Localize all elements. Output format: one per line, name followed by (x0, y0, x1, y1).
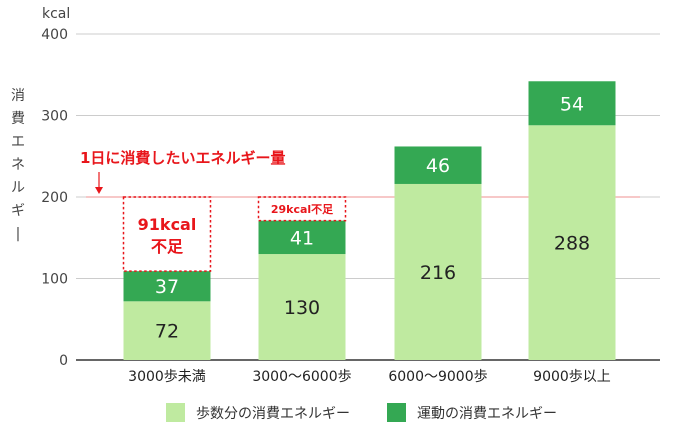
bar-exercise-segment (258, 220, 346, 255)
bar-exercise-segment (123, 271, 211, 302)
unit-label: kcal (42, 6, 70, 22)
bar-value-label: 54 (560, 93, 584, 115)
y-tick-label: 100 (41, 272, 68, 288)
y-axis-title-char: ル (11, 180, 25, 196)
bar-exercise-segment (394, 146, 482, 184)
bar-walking-segment (394, 183, 482, 360)
x-category-label: 6000〜9000歩 (388, 369, 487, 385)
y-axis-title-char: エ (11, 134, 25, 150)
bar-walking-segment (123, 301, 211, 360)
y-axis-title-char: ネ (11, 157, 25, 173)
bar-value-label: 216 (420, 262, 456, 284)
bars: 72 37 130 41 216 46 288 54 (123, 81, 616, 360)
y-tick-label: 400 (41, 27, 68, 43)
shortfall-label: 不足 (151, 237, 184, 256)
legend-label: 歩数分の消費エネルギー (196, 406, 350, 422)
bar-walking-segment (258, 254, 346, 360)
legend-swatch (166, 403, 185, 422)
legend-swatch (387, 403, 406, 422)
shortfall-label: 29kcal不足 (271, 203, 334, 216)
y-axis-title-char: 費 (11, 111, 25, 127)
shortfall-box (122, 196, 212, 272)
bar-walking-segment (528, 125, 616, 360)
y-axis-title-char: | (16, 226, 21, 242)
category-labels: 3000歩未満 3000〜6000歩 6000〜9000歩 9000歩以上 (128, 369, 611, 385)
y-axis-title: 消費エネルギ | (11, 88, 25, 242)
legend-label: 運動の消費エネルギー (417, 406, 557, 422)
y-tick-label: 200 (41, 190, 68, 206)
bar-value-label: 72 (155, 321, 179, 343)
legend: 歩数分の消費エネルギー 運動の消費エネルギー (166, 403, 557, 422)
target-arrow-head (95, 187, 103, 194)
x-category-label: 9000歩以上 (533, 369, 611, 385)
y-tick-label: 300 (41, 109, 68, 125)
shortfall-annotations: 91kcal 不足 29kcal不足 (122, 196, 347, 272)
target-label: 1日に消費したいエネルギー量 (80, 149, 285, 167)
y-axis-title-char: ギ (11, 203, 25, 219)
shortfall-label: 91kcal (138, 215, 197, 234)
x-category-label: 3000〜6000歩 (252, 369, 351, 385)
x-category-label: 3000歩未満 (128, 369, 206, 385)
bar-value-label: 41 (290, 227, 314, 249)
bar-value-label: 46 (426, 155, 450, 177)
bar-exercise-segment (528, 81, 616, 126)
bar-value-label: 130 (284, 297, 320, 319)
bar-value-label: 288 (554, 233, 590, 255)
y-tick-label: 0 (59, 353, 68, 369)
bar-value-label: 37 (155, 276, 179, 298)
y-axis-title-char: 消 (11, 88, 25, 104)
